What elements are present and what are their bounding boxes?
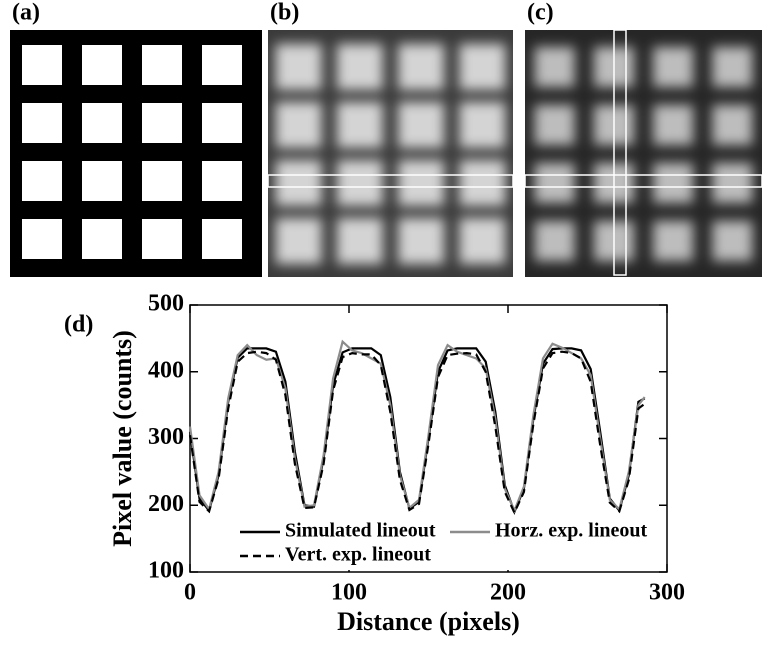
aperture (337, 44, 383, 90)
aperture (535, 163, 575, 203)
aperture (398, 218, 444, 264)
aperture (398, 44, 444, 90)
aperture (142, 219, 182, 259)
page: (a) (b) (c) (d) 100200300400500010020030… (0, 0, 762, 649)
panel-label: (a) (12, 0, 40, 26)
y-tick-label: 100 (148, 558, 184, 584)
x-tick-label: 200 (490, 580, 526, 606)
aperture (82, 103, 122, 143)
aperture (653, 47, 693, 87)
aperture (276, 160, 322, 206)
aperture (82, 219, 122, 259)
x-tick-label: 0 (184, 580, 196, 606)
figure: (a) (b) (c) (d) 100200300400500010020030… (0, 0, 762, 644)
aperture (337, 160, 383, 206)
aperture (82, 45, 122, 85)
y-tick-label: 300 (148, 424, 184, 450)
y-axis-label: Pixel value (counts) (108, 330, 137, 547)
aperture (276, 218, 322, 264)
aperture (459, 102, 505, 148)
panel-label: (c) (527, 0, 554, 26)
aperture (712, 105, 752, 145)
aperture (712, 47, 752, 87)
aperture (535, 105, 575, 145)
series-line (190, 352, 645, 513)
legend-label: Simulated lineout (285, 520, 436, 542)
x-axis-label: Distance (pixels) (337, 607, 520, 636)
legend-label: Horz. exp. lineout (495, 520, 648, 542)
aperture (142, 103, 182, 143)
y-tick-label: 200 (148, 491, 184, 517)
series-line (190, 348, 645, 512)
aperture (337, 218, 383, 264)
aperture (653, 221, 693, 261)
aperture (202, 103, 242, 143)
aperture (653, 105, 693, 145)
aperture (712, 163, 752, 203)
aperture (202, 219, 242, 259)
aperture (712, 221, 752, 261)
series-line (190, 342, 645, 511)
aperture (337, 102, 383, 148)
mask-image (10, 30, 262, 277)
aperture (22, 219, 62, 259)
aperture (535, 47, 575, 87)
aperture (202, 45, 242, 85)
aperture (22, 103, 62, 143)
aperture (142, 45, 182, 85)
aperture (459, 44, 505, 90)
aperture (82, 161, 122, 201)
experimental-image (525, 30, 762, 277)
panel-label: (b) (270, 0, 299, 26)
panel-label: (d) (64, 312, 93, 338)
aperture (276, 44, 322, 90)
aperture (398, 160, 444, 206)
x-tick-label: 300 (649, 580, 685, 606)
legend-label: Vert. exp. lineout (285, 544, 431, 566)
aperture (459, 160, 505, 206)
aperture (653, 163, 693, 203)
y-tick-label: 400 (148, 357, 184, 383)
aperture (459, 218, 505, 264)
aperture (202, 161, 242, 201)
x-tick-label: 100 (331, 580, 367, 606)
y-tick-label: 500 (148, 291, 184, 317)
aperture (535, 221, 575, 261)
simulated-image (268, 30, 513, 277)
aperture (22, 161, 62, 201)
aperture (398, 102, 444, 148)
aperture (142, 161, 182, 201)
aperture (276, 102, 322, 148)
aperture (22, 45, 62, 85)
